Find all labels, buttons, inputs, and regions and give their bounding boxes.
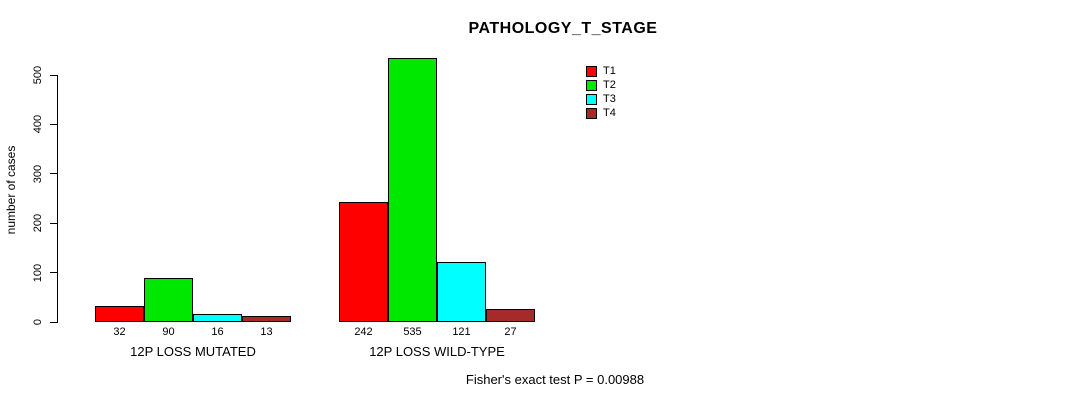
group-label: 12P LOSS WILD-TYPE	[369, 344, 505, 359]
y-tick	[50, 272, 57, 274]
bar-value-label: 32	[113, 326, 126, 338]
legend-label: T4	[603, 107, 616, 119]
legend-item-t2: T2	[586, 78, 616, 92]
legend-swatch-icon	[586, 107, 597, 119]
y-axis-line	[57, 75, 58, 323]
legend-swatch-icon	[586, 79, 597, 91]
bar-t2-group2	[388, 57, 437, 322]
legend-label: T1	[603, 65, 616, 77]
y-tick-label: 200	[32, 214, 44, 233]
bar-t3-group2	[437, 262, 486, 322]
group-label: 12P LOSS MUTATED	[130, 344, 256, 359]
bar-t2-group1	[144, 277, 193, 322]
bar-t1-group1	[95, 306, 144, 322]
bar-value-label: 90	[162, 326, 175, 338]
y-tick-label: 300	[32, 164, 44, 183]
legend-item-t3: T3	[586, 92, 616, 106]
bar-t3-group1	[193, 314, 242, 322]
legend-item-t4: T4	[586, 106, 616, 120]
y-tick	[50, 222, 57, 224]
bar-t4-group1	[242, 315, 291, 322]
bar-value-label: 13	[260, 326, 273, 338]
legend-label: T2	[603, 79, 616, 91]
bar-value-label: 242	[354, 326, 373, 338]
chart-title: PATHOLOGY_T_STAGE	[468, 20, 658, 37]
y-tick-label: 400	[32, 115, 44, 134]
y-tick	[50, 123, 57, 125]
y-tick-label: 0	[32, 318, 44, 326]
legend: T1 T2 T3 T4	[586, 64, 616, 120]
bar-t4-group2	[486, 308, 535, 322]
y-tick	[50, 173, 57, 175]
stat-test-caption: Fisher's exact test P = 0.00988	[465, 372, 645, 387]
bar-value-label: 27	[504, 326, 517, 338]
y-tick-label: 500	[32, 65, 44, 85]
y-tick	[50, 74, 57, 76]
bar-value-label: 121	[452, 326, 471, 338]
bar-value-label: 16	[211, 326, 224, 338]
legend-item-t1: T1	[586, 64, 616, 78]
y-tick-label: 100	[32, 263, 44, 282]
bar-t1-group2	[339, 202, 388, 322]
legend-label: T3	[603, 93, 616, 105]
y-tick	[50, 321, 57, 323]
bar-value-label: 535	[403, 326, 422, 338]
legend-swatch-icon	[586, 93, 597, 105]
legend-swatch-icon	[586, 65, 597, 77]
y-axis-title: number of cases	[4, 145, 18, 235]
